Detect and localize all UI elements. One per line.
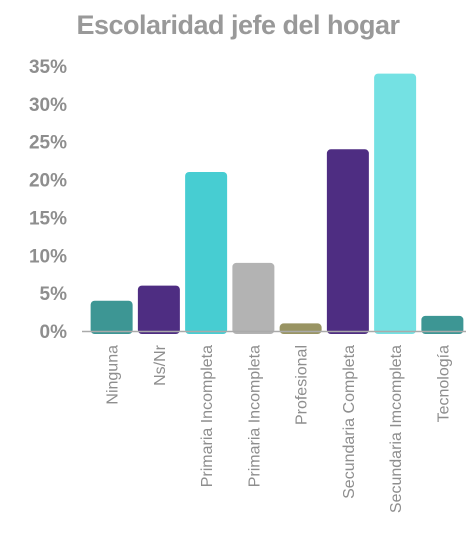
x-category-label: Secundaria Completa bbox=[341, 345, 358, 499]
x-category-label: Primaria Incompleta bbox=[199, 345, 216, 487]
bar bbox=[232, 262, 275, 334]
y-tick-label: 25% bbox=[29, 133, 67, 154]
bar bbox=[326, 149, 369, 334]
y-tick-label: 20% bbox=[29, 171, 67, 192]
y-axis: 0% 5% 10% 15% 20% 25% 30% 35% bbox=[29, 57, 67, 343]
y-tick-label: 0% bbox=[40, 322, 68, 343]
bar bbox=[137, 285, 180, 334]
y-tick-label: 15% bbox=[29, 208, 67, 229]
x-category-label: Profesional bbox=[294, 345, 311, 425]
y-tick-label: 35% bbox=[29, 57, 67, 78]
chart-title: Escolaridad jefe del hogar bbox=[76, 10, 400, 40]
x-axis-labels: Ninguna Ns/Nr Primaria Incompleta Primaria … bbox=[105, 344, 453, 513]
bars bbox=[90, 73, 464, 335]
x-category-label: Primaria Incompleta bbox=[246, 345, 263, 487]
y-tick-label: 30% bbox=[29, 95, 67, 116]
x-category-label: Ninguna bbox=[105, 345, 122, 405]
y-tick-label: 5% bbox=[40, 284, 68, 305]
x-category-label: Ns/Nr bbox=[152, 344, 169, 386]
bar bbox=[185, 172, 228, 334]
x-category-label: Secundaria Imcompleta bbox=[388, 345, 405, 513]
bar bbox=[279, 323, 322, 334]
x-category-label: Tecnología bbox=[435, 345, 452, 422]
bar bbox=[374, 73, 417, 335]
bar bbox=[421, 315, 464, 334]
bar bbox=[90, 300, 133, 334]
y-tick-label: 10% bbox=[29, 246, 67, 267]
